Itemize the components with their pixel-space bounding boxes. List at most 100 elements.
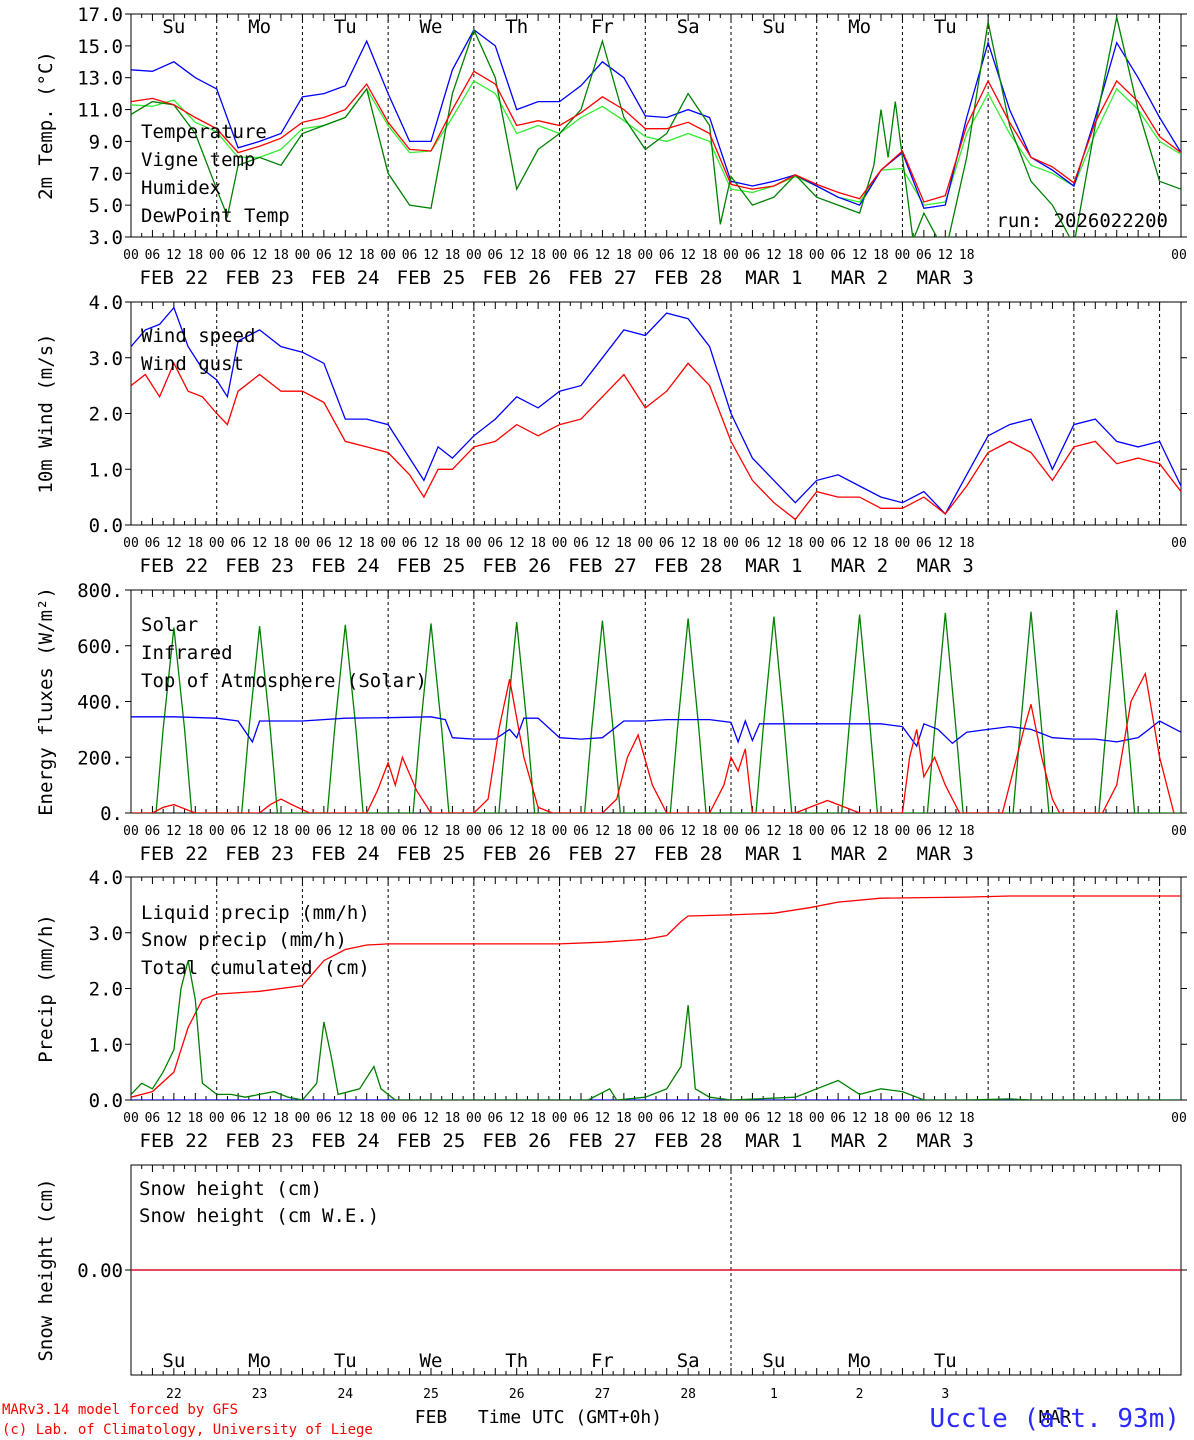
hour-tick-label: 18 bbox=[273, 1111, 289, 1126]
hour-tick-label: 00 bbox=[209, 248, 225, 263]
date-label: FEB 23 bbox=[225, 843, 294, 865]
hour-tick-label: 06 bbox=[316, 824, 332, 839]
day-number-label: 26 bbox=[509, 1387, 525, 1402]
y-tick-label: 5.0 bbox=[89, 195, 123, 217]
date-label: FEB 23 bbox=[225, 555, 294, 577]
hour-tick-label: 06 bbox=[145, 1111, 161, 1126]
hour-tick-label: 00 bbox=[466, 1111, 482, 1126]
hour-tick-label: 18 bbox=[273, 248, 289, 263]
hour-tick-label: 06 bbox=[659, 1111, 675, 1126]
hour-tick-label: 12 bbox=[423, 824, 439, 839]
hour-tick-label: 18 bbox=[787, 824, 803, 839]
plot-frame bbox=[130, 13, 1182, 238]
y-tick-label: 15.0 bbox=[77, 36, 123, 58]
hour-tick-label: 18 bbox=[787, 248, 803, 263]
hour-tick-label: 06 bbox=[402, 536, 418, 551]
hour-tick-label: 06 bbox=[573, 1111, 589, 1126]
legend-dewpoint-temp: DewPoint Temp bbox=[141, 205, 290, 227]
hour-tick-label: 12 bbox=[680, 1111, 696, 1126]
date-label: FEB 24 bbox=[311, 843, 380, 865]
hour-tick-label: 00 bbox=[209, 1111, 225, 1126]
hour-tick-label: 00 bbox=[295, 248, 311, 263]
date-label: FEB 24 bbox=[311, 555, 380, 577]
y-tick-label: 1.0 bbox=[89, 1034, 123, 1056]
hour-tick-label: 06 bbox=[659, 536, 675, 551]
hour-tick-label: 00 bbox=[723, 248, 739, 263]
hour-tick-label: 00 bbox=[637, 536, 653, 551]
hour-tick-label: 06 bbox=[316, 1111, 332, 1126]
date-label: FEB 23 bbox=[225, 1130, 294, 1152]
hour-tick-label: 18 bbox=[959, 824, 975, 839]
hour-tick-label: 18 bbox=[359, 248, 375, 263]
hour-tick-label: 12 bbox=[680, 536, 696, 551]
hour-tick-label: 18 bbox=[616, 248, 632, 263]
hour-tick-label: 00 bbox=[1171, 824, 1187, 839]
hour-tick-label: 18 bbox=[702, 824, 718, 839]
panel-precip: Precip (mm/h) 0.0 1.0 2.0 3.0 4.0 00 06 12 18 FEB … bbox=[35, 867, 1187, 1152]
day-number-label: 23 bbox=[252, 1387, 268, 1402]
legend-infrared: Infrared bbox=[141, 642, 233, 664]
hour-tick-label: 06 bbox=[402, 248, 418, 263]
date-label: FEB 23 bbox=[225, 267, 294, 289]
weekday-label: Su bbox=[762, 16, 785, 38]
hour-tick-label: 00 bbox=[295, 1111, 311, 1126]
series-line-top-of-atmosphere-solar- bbox=[131, 610, 1181, 813]
y-tick-label: 0.0 bbox=[89, 1090, 123, 1112]
hour-tick-label: 12 bbox=[252, 248, 268, 263]
date-label: MAR 2 bbox=[831, 267, 888, 289]
hour-tick-label: 00 bbox=[637, 1111, 653, 1126]
date-label: FEB 25 bbox=[397, 267, 466, 289]
hour-tick-label: 06 bbox=[916, 536, 932, 551]
legend-top-of-atmosphere-solar-: Top of Atmosphere (Solar) bbox=[141, 670, 427, 692]
run-label: run: 2026022200 bbox=[996, 210, 1168, 232]
hour-tick-label: 18 bbox=[530, 536, 546, 551]
legend-wind-gust: Wind gust bbox=[141, 353, 244, 375]
hour-tick-label: 06 bbox=[659, 824, 675, 839]
weekday-label: Su bbox=[162, 16, 185, 38]
hour-tick-label: 00 bbox=[552, 1111, 568, 1126]
hour-tick-label: 12 bbox=[252, 536, 268, 551]
y-tick-label: 2.0 bbox=[89, 404, 123, 426]
legend-temperature: Temperature bbox=[141, 121, 267, 143]
hour-tick-label: 06 bbox=[230, 1111, 246, 1126]
hour-tick-label: 12 bbox=[852, 248, 868, 263]
station-label: Uccle (alt. 93m) bbox=[930, 1404, 1180, 1434]
hour-tick-label: 06 bbox=[316, 536, 332, 551]
hour-tick-label: 12 bbox=[166, 824, 182, 839]
hour-tick-label: 06 bbox=[916, 824, 932, 839]
legend-snow-height-cm-: Snow height (cm) bbox=[139, 1178, 322, 1200]
date-label: FEB 25 bbox=[397, 1130, 466, 1152]
y-axis-label: 2m Temp. (°C) bbox=[35, 51, 57, 200]
y-tick-label: 9.0 bbox=[89, 131, 123, 153]
date-label: FEB 22 bbox=[140, 843, 209, 865]
date-label: FEB 28 bbox=[654, 267, 723, 289]
hour-tick-label: 18 bbox=[530, 248, 546, 263]
date-label: MAR 2 bbox=[831, 843, 888, 865]
day-number-label: 22 bbox=[166, 1387, 182, 1402]
hour-tick-label: 06 bbox=[830, 824, 846, 839]
y-tick-label: 17.0 bbox=[77, 4, 123, 26]
hour-tick-label: 18 bbox=[702, 248, 718, 263]
hour-tick-label: 12 bbox=[252, 824, 268, 839]
day-number-label: 28 bbox=[680, 1387, 696, 1402]
hour-tick-label: 00 bbox=[380, 248, 396, 263]
hour-tick-label: 12 bbox=[852, 824, 868, 839]
hour-tick-label: 00 bbox=[123, 1111, 139, 1126]
series-line-total-cumulated-cm- bbox=[131, 895, 1181, 1098]
y-tick-label: 0.00 bbox=[77, 1260, 123, 1282]
legend-wind-speed: Wind speed bbox=[141, 325, 255, 347]
date-label: FEB 27 bbox=[568, 843, 637, 865]
hour-tick-label: 00 bbox=[466, 248, 482, 263]
date-label: MAR 3 bbox=[917, 843, 974, 865]
y-tick-label: 0.0 bbox=[89, 515, 123, 537]
date-label: FEB 22 bbox=[140, 267, 209, 289]
hour-tick-label: 00 bbox=[466, 824, 482, 839]
hour-tick-label: 12 bbox=[937, 536, 953, 551]
hour-tick-label: 18 bbox=[445, 1111, 461, 1126]
day-number-label: 3 bbox=[941, 1387, 949, 1402]
hour-tick-label: 00 bbox=[1171, 1111, 1187, 1126]
hour-tick-label: 06 bbox=[745, 536, 761, 551]
hour-tick-label: 06 bbox=[830, 248, 846, 263]
y-tick-label: 11.0 bbox=[77, 100, 123, 122]
y-tick-label: 4.0 bbox=[89, 867, 123, 889]
